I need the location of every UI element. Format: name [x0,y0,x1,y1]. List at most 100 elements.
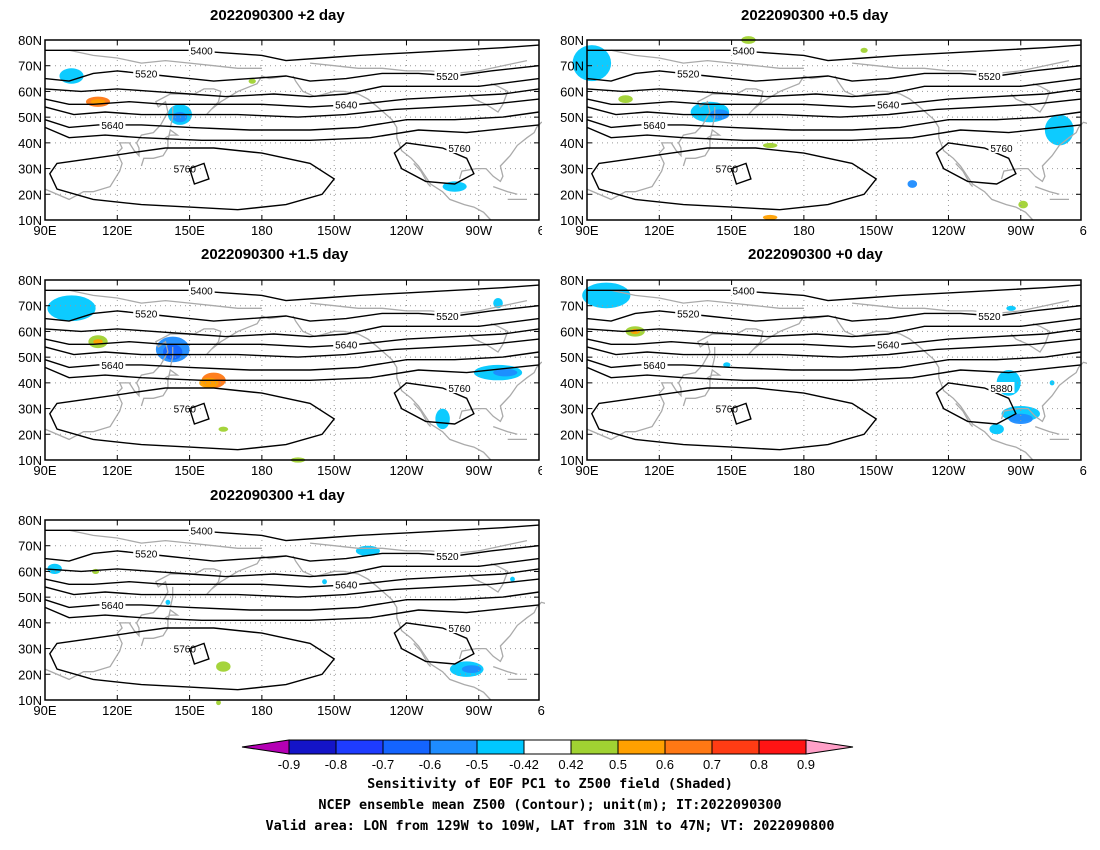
lat-tick-label: 30N [18,402,42,417]
contour-label: 5520 [135,549,158,560]
contour-label: 5520 [677,309,700,320]
z500-contour [44,111,540,131]
z500-contour [45,284,540,302]
lon-tick-label: 150W [317,703,352,718]
contour-label: 5400 [191,526,214,537]
coastline [955,162,974,188]
sensitivity-shade [248,78,256,84]
coastline [834,315,1034,461]
sensitivity-shade [435,408,450,430]
colorbar-box [288,739,337,755]
contour-label: 5400 [191,286,214,297]
lat-tick-label: 20N [560,187,584,202]
z500-contour [48,387,336,451]
lat-tick-label: 40N [560,136,584,151]
coastline [492,665,518,675]
map-svg: 5400 5520 5520 5640 5640 5760 5880 80N 70N 60N 50N… [560,273,1087,478]
colorbar-box [476,739,525,755]
lat-tick-label: 10N [560,453,584,468]
lat-tick-label: 10N [560,213,584,228]
lat-tick-label: 20N [18,667,42,682]
lat-tick-label: 60N [560,324,584,339]
sensitivity-shade [1018,200,1028,209]
contour-label-bg [446,142,473,153]
colorbar-box [382,739,431,755]
contour-label-bg [730,284,757,296]
z500-contour [44,305,540,322]
coastline [413,402,432,428]
coastline [292,75,492,221]
colorbar-box [664,739,713,755]
lon-tick-label: 120E [102,463,133,478]
plot-frame [586,39,1082,221]
contour-label-bg [434,310,461,321]
contour-label-bg [446,622,473,633]
lon-tick-label: 180 [251,223,273,238]
coastline [44,555,287,681]
sensitivity-shade [989,424,1004,435]
lat-tick-label: 80N [560,33,584,48]
lat-tick-label: 70N [560,59,584,74]
colorbar-box [711,739,760,755]
lon-tick-label: 90E [33,463,56,478]
z500-contour [586,305,1082,322]
contour-label: 5640 [101,121,124,132]
colorbar-label: -0.42 [509,757,539,772]
contour-label-bg [333,98,360,110]
coastline [852,59,1070,75]
lat-tick-label: 30N [560,402,584,417]
colorbar-label: -0.8 [325,757,347,772]
colorbar-label: 0.5 [609,757,627,772]
lon-tick-label: 90E [575,463,598,478]
lon-tick-label: 150W [317,463,352,478]
lon-tick-label: 60W [1080,463,1087,478]
contour-label-bg [171,642,198,654]
contour-label: 5760 [716,405,739,416]
lon-tick-label: 120E [102,223,133,238]
contour-label: 5760 [174,645,197,656]
lon-tick-label: 60W [1080,223,1087,238]
colorbar-box [617,739,666,755]
lon-tick-label: 60W [538,463,545,478]
coastline [1034,425,1060,435]
lon-tick-label: 150E [174,463,205,478]
coastline [68,529,262,549]
caption-line-2: NCEP ensemble mean Z500 (Contour); unit(… [318,797,782,813]
z500-contour [44,568,540,588]
z500-contour [44,98,540,118]
lat-tick-label: 80N [18,273,42,288]
colorbar-label: 0.9 [797,757,815,772]
sensitivity-shade [59,68,84,84]
coastline [955,402,974,428]
lat-tick-label: 10N [18,693,42,708]
contour-label-bg [641,118,668,130]
coastline [1000,361,1087,423]
z500-contour [586,338,1082,358]
colorbar-label: -0.5 [466,757,488,772]
coastline [468,323,509,353]
lat-tick-label: 50N [560,350,584,365]
lon-tick-label: 180 [793,463,815,478]
z500-contour [586,351,1082,371]
lat-tick-label: 20N [560,427,584,442]
lat-tick-label: 20N [18,187,42,202]
contour-label: 5520 [677,69,700,80]
sensitivity-shade [510,576,515,582]
coastline [1010,83,1051,113]
caption-line-1: Sensitivity of EOF PC1 to Z500 field (Sh… [367,776,733,792]
lat-tick-label: 70N [18,59,42,74]
lon-tick-label: 60W [538,703,545,718]
contour-label: 5400 [733,286,756,297]
coastline [140,368,180,407]
z500-contour [44,328,540,348]
contour-label: 5400 [733,46,756,57]
coastline [140,608,180,647]
sensitivity-shade [461,665,482,673]
contour-label: 5520 [978,312,1001,323]
lon-tick-label: 150W [859,223,894,238]
contour-label: 5640 [877,340,900,351]
sensitivity-shade [1006,305,1016,311]
contour-label-bg [188,524,215,536]
panel-title: 2022090300 +1 day [210,487,345,504]
z500-contour [586,111,1082,131]
